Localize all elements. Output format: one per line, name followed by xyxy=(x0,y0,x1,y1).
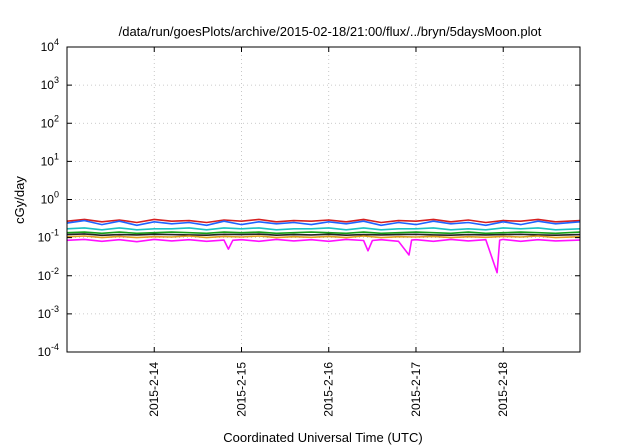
y-tick-label-exp: 1 xyxy=(54,151,59,161)
y-tick-label-exp: 2 xyxy=(54,113,59,123)
x-axis-label: Coordinated Universal Time (UTC) xyxy=(223,430,422,445)
series-line-2 xyxy=(66,219,581,227)
y-tick-label-exp: 4 xyxy=(54,37,59,47)
y-tick-label-base: 10 xyxy=(38,231,52,245)
y-tick-label: 10-1 xyxy=(38,228,59,245)
y-tick-label: 101 xyxy=(41,151,59,168)
y-tick-label-exp: 0 xyxy=(54,190,59,200)
y-tick-label: 100 xyxy=(41,190,59,207)
y-tick-label: 104 xyxy=(41,37,59,54)
y-tick-label-exp: -2 xyxy=(51,266,59,276)
y-tick-label: 102 xyxy=(41,113,59,130)
y-tick-label-exp: -3 xyxy=(51,304,59,314)
series-line-6 xyxy=(66,235,581,239)
y-tick-label: 10-3 xyxy=(38,304,59,321)
ticks xyxy=(67,46,580,353)
series-line-5 xyxy=(66,233,581,237)
x-tick-label: 2015-2-18 xyxy=(496,362,510,417)
y-tick-label-base: 10 xyxy=(41,116,55,130)
y-tick-label-base: 10 xyxy=(41,154,55,168)
y-tick-label-base: 10 xyxy=(41,193,55,207)
y-tick-label: 103 xyxy=(41,75,59,92)
series-group xyxy=(66,218,581,274)
y-tick-label-exp: -4 xyxy=(51,342,59,352)
series-line-3 xyxy=(66,227,581,231)
x-tick-label: 2015-2-14 xyxy=(147,362,161,417)
series-line-7 xyxy=(66,238,581,274)
series-line-4 xyxy=(66,231,581,235)
chart-title: /data/run/goesPlots/archive/2015-02-18/2… xyxy=(119,24,542,39)
y-tick-label-base: 10 xyxy=(38,345,52,359)
y-tick-label-exp: -1 xyxy=(51,228,59,238)
y-axis-label: cGy/day xyxy=(12,176,27,224)
y-tick-label-base: 10 xyxy=(38,307,52,321)
y-tick-label-exp: 3 xyxy=(54,75,59,85)
y-tick-label: 10-2 xyxy=(38,266,59,283)
x-tick-label: 2015-2-15 xyxy=(234,362,248,417)
y-tick-label: 10-4 xyxy=(38,342,59,359)
series-line-1 xyxy=(66,218,581,224)
x-tick-label: 2015-2-17 xyxy=(409,362,423,417)
y-tick-label-base: 10 xyxy=(41,40,55,54)
x-tick-labels: 2015-2-14 2015-2-15 2015-2-16 2015-2-17 2015… xyxy=(147,362,510,417)
x-tick-label: 2015-2-16 xyxy=(322,362,336,417)
y-tick-label-base: 10 xyxy=(41,78,55,92)
grid xyxy=(67,46,580,353)
y-tick-label-base: 10 xyxy=(38,269,52,283)
